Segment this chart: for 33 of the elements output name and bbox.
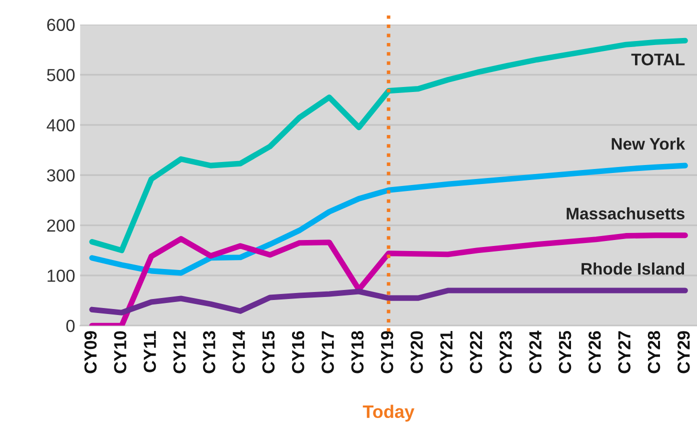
x-tick-label: CY23 xyxy=(500,331,512,374)
series-label: Massachusetts xyxy=(566,207,684,220)
series-label: Rhode Island xyxy=(582,262,684,275)
x-tick-label: CY27 xyxy=(618,331,630,374)
y-tick-label: 300 xyxy=(46,169,75,182)
series-label: New York xyxy=(612,138,686,150)
ref-line-label: Today xyxy=(362,404,414,422)
x-tick-label: CY10 xyxy=(114,331,126,374)
x-tick-label: CY24 xyxy=(529,330,542,374)
x-tick-label: CY15 xyxy=(262,330,275,374)
x-tick-label: CY09 xyxy=(84,331,97,374)
x-tick-label: CY26 xyxy=(588,331,601,374)
x-tick-label: CY29 xyxy=(678,331,690,374)
x-tick-label: CY28 xyxy=(648,331,660,374)
y-tick-label: 500 xyxy=(47,68,75,82)
x-tick-label: CY21 xyxy=(440,330,453,374)
y-tick-label: 200 xyxy=(47,219,75,232)
x-tick-label: CY20 xyxy=(410,331,423,374)
x-tick-label: CY11 xyxy=(144,330,156,372)
x-tick-label: CY22 xyxy=(470,331,482,374)
x-tick-label: CY13 xyxy=(203,331,216,374)
y-tick-label: 100 xyxy=(48,270,75,282)
series-label: TOTAL xyxy=(631,54,685,66)
y-tick-label: 0 xyxy=(66,320,75,332)
y-tick-label: 400 xyxy=(46,119,75,132)
x-tick-label: CY25 xyxy=(558,330,572,374)
y-tick-label: 600 xyxy=(47,18,75,32)
x-tick-label: CY19 xyxy=(380,331,394,374)
x-tick-label: CY12 xyxy=(173,331,186,374)
x-tick-label: CY14 xyxy=(232,330,245,374)
x-tick-label: CY17 xyxy=(322,331,334,374)
x-tick-label: CY18 xyxy=(351,331,364,374)
x-tick-label: CY16 xyxy=(292,331,304,374)
